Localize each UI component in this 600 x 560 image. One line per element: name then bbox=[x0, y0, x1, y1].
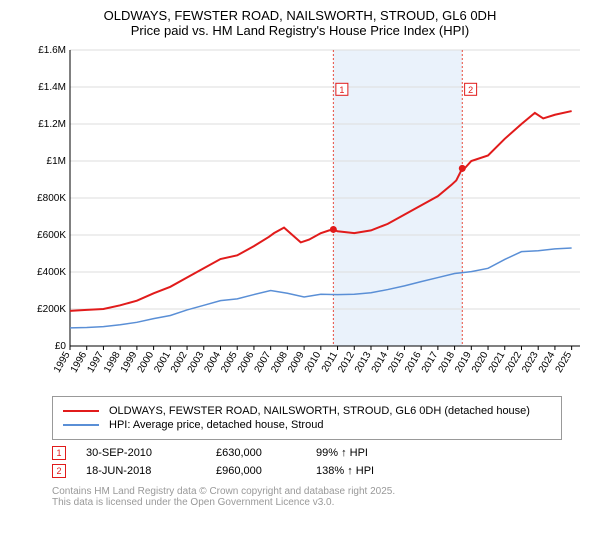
attribution-line-2: This data is licensed under the Open Gov… bbox=[52, 497, 588, 508]
svg-text:£1M: £1M bbox=[47, 156, 66, 167]
legend-item-hpi: HPI: Average price, detached house, Stro… bbox=[63, 419, 551, 431]
attribution: Contains HM Land Registry data © Crown c… bbox=[52, 486, 588, 508]
legend-swatch-hpi bbox=[63, 424, 99, 426]
sale-pct-2: 138% ↑ HPI bbox=[316, 465, 426, 477]
svg-text:£800K: £800K bbox=[37, 193, 66, 204]
sale-price-2: £960,000 bbox=[216, 465, 316, 477]
sale-marker-1: 1 bbox=[52, 446, 66, 460]
sale-date-2: 18-JUN-2018 bbox=[86, 465, 216, 477]
sales-table: 1 30-SEP-2010 £630,000 99% ↑ HPI 2 18-JU… bbox=[52, 446, 588, 478]
svg-text:1: 1 bbox=[339, 85, 344, 95]
svg-text:£1.4M: £1.4M bbox=[38, 82, 66, 93]
legend-item-property: OLDWAYS, FEWSTER ROAD, NAILSWORTH, STROU… bbox=[63, 405, 551, 417]
legend-swatch-property bbox=[63, 410, 99, 412]
svg-text:2001: 2001 bbox=[152, 350, 173, 375]
svg-text:2: 2 bbox=[468, 85, 473, 95]
svg-text:1995: 1995 bbox=[52, 350, 73, 375]
svg-text:2010: 2010 bbox=[303, 350, 324, 375]
svg-text:£600K: £600K bbox=[37, 230, 66, 241]
sale-row-2: 2 18-JUN-2018 £960,000 138% ↑ HPI bbox=[52, 464, 588, 478]
legend-label-property: OLDWAYS, FEWSTER ROAD, NAILSWORTH, STROU… bbox=[109, 405, 530, 417]
sale-row-1: 1 30-SEP-2010 £630,000 99% ↑ HPI bbox=[52, 446, 588, 460]
attribution-line-1: Contains HM Land Registry data © Crown c… bbox=[52, 486, 588, 497]
svg-text:2025: 2025 bbox=[554, 350, 575, 375]
sale-marker-2: 2 bbox=[52, 464, 66, 478]
legend-label-hpi: HPI: Average price, detached house, Stro… bbox=[109, 419, 323, 431]
svg-text:£1.2M: £1.2M bbox=[38, 119, 66, 130]
sale-pct-1: 99% ↑ HPI bbox=[316, 447, 426, 459]
chart-plot: £0 £200K £400K £600K £800K £1M £1.2M £1.4M £1.6M… bbox=[28, 46, 588, 386]
svg-text:£0: £0 bbox=[55, 341, 67, 352]
sale-date-1: 30-SEP-2010 bbox=[86, 447, 216, 459]
svg-text:2007: 2007 bbox=[253, 350, 274, 375]
title-line-1: OLDWAYS, FEWSTER ROAD, NAILSWORTH, STROU… bbox=[12, 8, 588, 23]
svg-text:£200K: £200K bbox=[37, 304, 66, 315]
svg-text:2019: 2019 bbox=[453, 350, 474, 375]
svg-text:2013: 2013 bbox=[353, 350, 374, 375]
svg-text:£1.6M: £1.6M bbox=[38, 46, 66, 56]
title-line-2: Price paid vs. HM Land Registry's House … bbox=[12, 23, 588, 38]
sale-price-1: £630,000 bbox=[216, 447, 316, 459]
svg-text:£400K: £400K bbox=[37, 267, 66, 278]
legend: OLDWAYS, FEWSTER ROAD, NAILSWORTH, STROU… bbox=[52, 396, 562, 440]
chart-title: OLDWAYS, FEWSTER ROAD, NAILSWORTH, STROU… bbox=[12, 8, 588, 38]
